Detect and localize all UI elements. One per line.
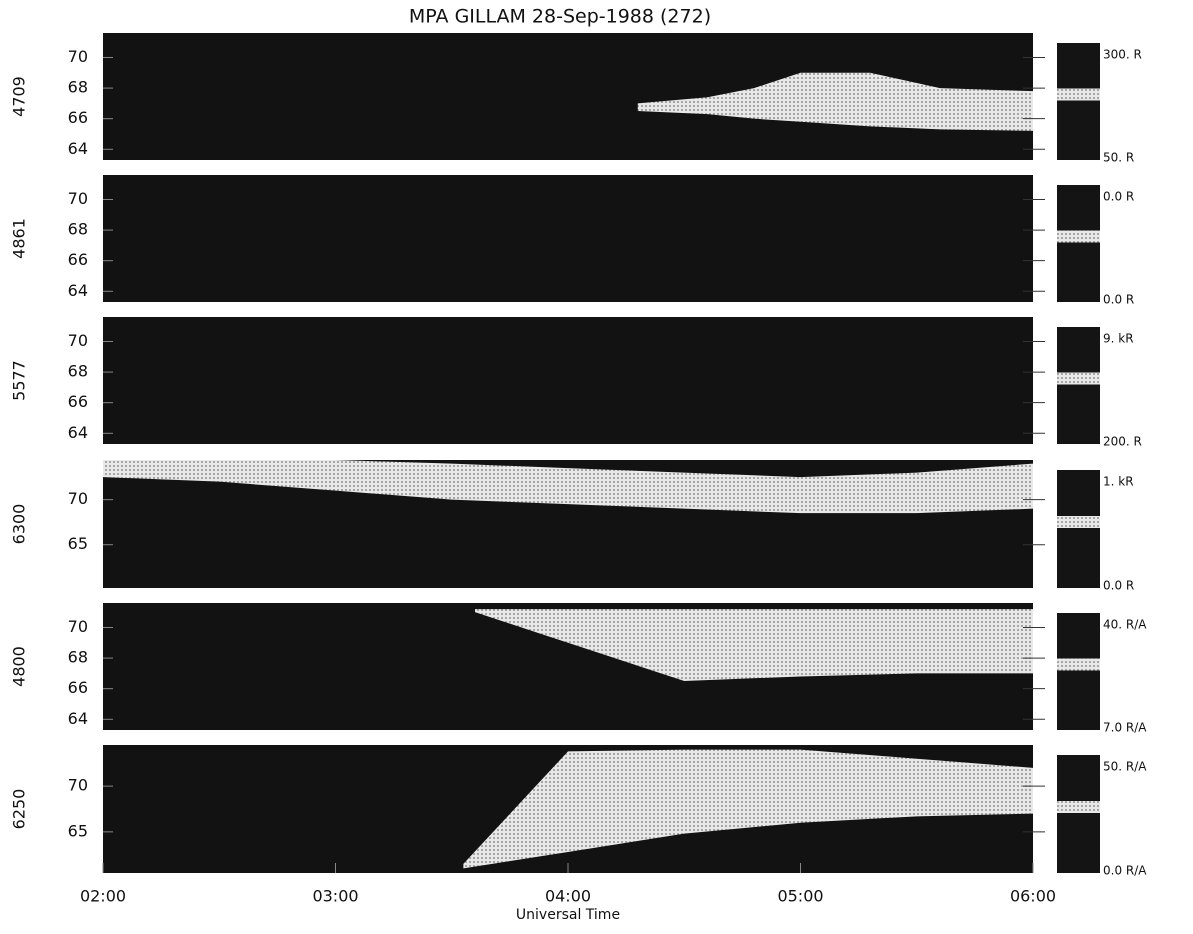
- y-tick-label: 68: [68, 78, 88, 97]
- emission-band: [637, 72, 1033, 131]
- colorbar-low: [1057, 528, 1100, 588]
- colorbar-label: 7.0 R/A: [1103, 721, 1147, 735]
- x-tick-label: 02:00: [80, 887, 126, 906]
- colorbar-low: [1057, 670, 1100, 730]
- y-axis-label: 6300: [10, 504, 29, 545]
- x-axis-label: Universal Time: [516, 907, 620, 923]
- colorbar-label: 300. R: [1103, 48, 1142, 62]
- y-tick-label: 66: [68, 678, 88, 697]
- panel-background: [103, 175, 1033, 302]
- colorbar-label: 50. R/A: [1103, 760, 1147, 774]
- y-axis-label: 4709: [10, 76, 29, 117]
- x-tick-label: 03:00: [312, 887, 358, 906]
- colorbar-high: [1057, 185, 1100, 231]
- y-tick-label: 70: [68, 617, 88, 636]
- colorbar-mid: [1057, 516, 1100, 528]
- colorbar-high: [1057, 327, 1100, 373]
- colorbar-label: 50. R: [1103, 151, 1134, 165]
- colorbar-low: [1057, 813, 1100, 873]
- y-tick-label: 68: [68, 220, 88, 239]
- y-axis-label: 6250: [10, 789, 29, 830]
- x-tick-label: 04:00: [545, 887, 591, 906]
- y-tick-label: 64: [68, 423, 88, 442]
- y-tick-label: 68: [68, 648, 88, 667]
- colorbar-label: 0.0 R: [1103, 293, 1134, 307]
- y-axis-label: 4861: [10, 218, 29, 259]
- colorbar-label: 200. R: [1103, 435, 1142, 449]
- chart-title: MPA GILLAM 28-Sep-1988 (272): [409, 6, 711, 28]
- colorbar-mid: [1057, 658, 1100, 671]
- colorbar-mid: [1057, 88, 1100, 101]
- y-tick-label: 70: [68, 776, 88, 795]
- emission-band: [103, 460, 1033, 514]
- x-tick-label: 06:00: [1010, 887, 1056, 906]
- colorbar-mid: [1057, 230, 1100, 243]
- colorbar-low: [1057, 242, 1100, 302]
- colorbar-label: 0.0 R/A: [1103, 864, 1147, 878]
- y-axis-label: 4800: [10, 646, 29, 687]
- colorbar-high: [1057, 755, 1100, 801]
- panel-background: [103, 317, 1033, 444]
- emission-band: [463, 749, 1033, 869]
- y-axis-label: 5577: [10, 360, 29, 401]
- y-tick-label: 64: [68, 281, 88, 300]
- y-tick-label: 70: [68, 47, 88, 66]
- y-tick-label: 65: [68, 534, 88, 553]
- y-tick-label: 70: [68, 331, 88, 350]
- y-tick-label: 64: [68, 139, 88, 158]
- colorbar-high: [1057, 470, 1100, 516]
- y-tick-label: 68: [68, 362, 88, 381]
- y-tick-label: 66: [68, 250, 88, 269]
- colorbar-low: [1057, 100, 1100, 160]
- colorbar-high: [1057, 613, 1100, 659]
- colorbar-mid: [1057, 801, 1100, 813]
- y-tick-label: 65: [68, 821, 88, 840]
- colorbar-mid: [1057, 372, 1100, 385]
- colorbar-label: 9. kR: [1103, 332, 1134, 346]
- emission-band: [475, 609, 1033, 682]
- y-tick-label: 64: [68, 709, 88, 728]
- colorbar-high: [1057, 43, 1100, 89]
- colorbar-low: [1057, 384, 1100, 444]
- y-tick-label: 66: [68, 108, 88, 127]
- colorbar-label: 0.0 R: [1103, 579, 1134, 593]
- y-tick-label: 70: [68, 189, 88, 208]
- colorbar-label: 0.0 R: [1103, 190, 1134, 204]
- y-tick-label: 66: [68, 392, 88, 411]
- x-tick-label: 05:00: [777, 887, 823, 906]
- y-tick-label: 70: [68, 489, 88, 508]
- colorbar-label: 40. R/A: [1103, 618, 1147, 632]
- colorbar-label: 1. kR: [1103, 475, 1134, 489]
